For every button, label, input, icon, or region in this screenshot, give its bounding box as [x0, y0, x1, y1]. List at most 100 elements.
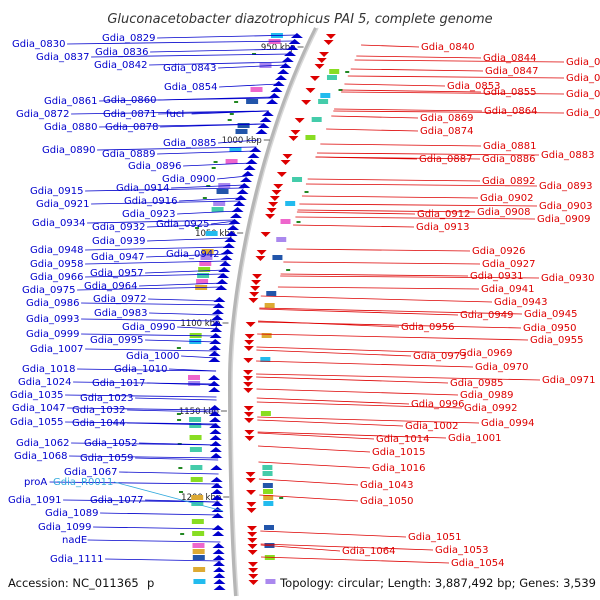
- forward-gene-label[interactable]: Gdia_1099: [38, 522, 91, 533]
- reverse-gene-arrow[interactable]: [244, 436, 255, 441]
- forward-gene-arrow[interactable]: [288, 39, 301, 44]
- reverse-gene-label[interactable]: Gdia_0850: [566, 73, 600, 84]
- forward-gene-arrow[interactable]: [211, 489, 224, 494]
- reverse-gene-label[interactable]: Gdia_1053: [435, 545, 488, 556]
- reverse-gene-arrow[interactable]: [252, 274, 263, 279]
- reverse-gene-arrow[interactable]: [269, 196, 280, 201]
- reverse-gene-arrow[interactable]: [268, 202, 279, 207]
- forward-gene-arrow[interactable]: [212, 549, 225, 554]
- forward-gene-label[interactable]: Gdia_0995: [90, 335, 143, 346]
- forward-gene-arrow[interactable]: [243, 165, 256, 170]
- reverse-gene-arrow[interactable]: [243, 376, 254, 381]
- reverse-gene-label[interactable]: Gdia_0883: [541, 150, 594, 161]
- forward-gene-arrow[interactable]: [209, 423, 222, 428]
- reverse-gene-arrow[interactable]: [314, 64, 325, 69]
- forward-gene-arrow[interactable]: [209, 417, 222, 422]
- forward-gene-arrow[interactable]: [208, 357, 221, 362]
- forward-gene-label[interactable]: Gdia_0914: [116, 183, 169, 194]
- reverse-gene-arrow[interactable]: [280, 160, 291, 165]
- forward-gene-arrow[interactable]: [217, 273, 230, 278]
- forward-gene-label[interactable]: Gdia_0860: [103, 95, 156, 106]
- forward-gene-arrow[interactable]: [231, 207, 244, 212]
- forward-gene-label[interactable]: Gdia_0986: [26, 298, 79, 309]
- forward-gene-label[interactable]: Gdia_1035: [10, 390, 63, 401]
- forward-gene-label[interactable]: Gdia_0872: [16, 109, 69, 120]
- reverse-gene-label[interactable]: Gdia_1054: [451, 558, 504, 569]
- forward-gene-arrow[interactable]: [210, 477, 223, 482]
- forward-gene-label[interactable]: Gdia_1062: [16, 438, 69, 449]
- forward-gene-label[interactable]: Gdia_0896: [128, 161, 181, 172]
- forward-gene-arrow[interactable]: [209, 429, 222, 434]
- reverse-gene-label[interactable]: Gdia_0945: [524, 309, 577, 320]
- reverse-gene-label[interactable]: Gdia_0926: [472, 246, 525, 257]
- forward-gene-arrow[interactable]: [208, 351, 221, 356]
- reverse-gene-label[interactable]: Gdia_0908: [477, 207, 530, 218]
- forward-gene-label[interactable]: Gdia_0993: [26, 314, 79, 325]
- forward-gene-label[interactable]: Gdia_0837: [36, 52, 89, 63]
- forward-gene-label[interactable]: Gdia_1067: [64, 467, 117, 478]
- reverse-gene-arrow[interactable]: [288, 136, 299, 141]
- forward-gene-label[interactable]: Gdia_0900: [162, 174, 215, 185]
- forward-gene-arrow[interactable]: [210, 465, 223, 470]
- reverse-gene-label[interactable]: Gdia_0969: [459, 348, 512, 359]
- reverse-gene-arrow[interactable]: [246, 526, 257, 531]
- forward-gene-arrow[interactable]: [213, 567, 226, 572]
- forward-gene-arrow[interactable]: [247, 153, 260, 158]
- forward-gene-label[interactable]: Gdia_1068: [14, 451, 67, 462]
- forward-gene-arrow[interactable]: [212, 555, 225, 560]
- forward-gene-label[interactable]: Gdia_0836: [95, 47, 148, 58]
- forward-gene-arrow[interactable]: [212, 543, 225, 548]
- reverse-gene-arrow[interactable]: [244, 418, 255, 423]
- reverse-gene-label[interactable]: Gdia_0902: [480, 193, 533, 204]
- reverse-gene-label[interactable]: Gdia_0874: [420, 126, 473, 137]
- forward-gene-label[interactable]: Gdia_1044: [72, 418, 125, 429]
- forward-gene-label[interactable]: Gdia_1089: [45, 508, 98, 519]
- reverse-gene-arrow[interactable]: [247, 532, 258, 537]
- forward-gene-label[interactable]: Gdia_0889: [102, 149, 155, 160]
- forward-gene-label[interactable]: fucI: [166, 109, 184, 120]
- forward-gene-arrow[interactable]: [208, 345, 221, 350]
- forward-gene-label[interactable]: Gdia_1047: [12, 403, 65, 414]
- forward-gene-arrow[interactable]: [236, 189, 249, 194]
- forward-gene-arrow[interactable]: [211, 309, 224, 314]
- forward-gene-label[interactable]: nadE: [62, 535, 87, 546]
- reverse-gene-arrow[interactable]: [247, 544, 258, 549]
- reverse-gene-arrow[interactable]: [248, 574, 259, 579]
- reverse-gene-label[interactable]: Gdia_0845: [566, 57, 600, 68]
- forward-gene-arrow[interactable]: [213, 573, 226, 578]
- forward-gene-label[interactable]: Gdia_0932: [92, 222, 145, 233]
- reverse-gene-arrow[interactable]: [323, 40, 334, 45]
- forward-gene-arrow[interactable]: [209, 435, 222, 440]
- reverse-gene-label[interactable]: Gdia_0855: [483, 87, 536, 98]
- reverse-gene-label[interactable]: Gdia_0913: [416, 222, 469, 233]
- reverse-gene-arrow[interactable]: [319, 52, 330, 57]
- reverse-gene-label[interactable]: Gdia_0840: [421, 42, 474, 53]
- forward-gene-arrow[interactable]: [213, 585, 226, 590]
- forward-gene-label[interactable]: Gdia_0999: [26, 329, 79, 340]
- reverse-gene-label[interactable]: Gdia_0847: [485, 66, 538, 77]
- reverse-gene-label[interactable]: Gdia_0985: [450, 378, 503, 389]
- forward-gene-label[interactable]: Gdia_0966: [30, 272, 83, 283]
- forward-gene-label[interactable]: Gdia_0921: [36, 199, 89, 210]
- forward-gene-arrow[interactable]: [277, 69, 290, 74]
- forward-gene-label[interactable]: Gdia_0964: [84, 281, 137, 292]
- reverse-gene-label[interactable]: Gdia_1002: [405, 421, 458, 432]
- reverse-gene-arrow[interactable]: [243, 388, 254, 393]
- reverse-gene-arrow[interactable]: [243, 412, 254, 417]
- reverse-gene-arrow[interactable]: [316, 58, 327, 63]
- forward-gene-label[interactable]: Gdia_1010: [114, 364, 167, 375]
- forward-gene-label[interactable]: Gdia_0934: [32, 218, 85, 229]
- reverse-gene-arrow[interactable]: [247, 562, 258, 567]
- forward-gene-arrow[interactable]: [279, 63, 292, 68]
- forward-gene-label[interactable]: Gdia_0916: [124, 196, 177, 207]
- reverse-gene-arrow[interactable]: [244, 334, 255, 339]
- reverse-gene-label[interactable]: Gdia_0844: [483, 53, 536, 64]
- reverse-gene-arrow[interactable]: [276, 172, 287, 177]
- reverse-gene-arrow[interactable]: [246, 502, 257, 507]
- reverse-gene-label[interactable]: Gdia_0856: [566, 89, 600, 100]
- reverse-gene-label[interactable]: Gdia_0865: [566, 108, 600, 119]
- forward-gene-arrow[interactable]: [255, 129, 268, 134]
- reverse-gene-arrow[interactable]: [245, 472, 256, 477]
- reverse-gene-arrow[interactable]: [282, 154, 293, 159]
- forward-gene-label[interactable]: Gdia_1032: [72, 405, 125, 416]
